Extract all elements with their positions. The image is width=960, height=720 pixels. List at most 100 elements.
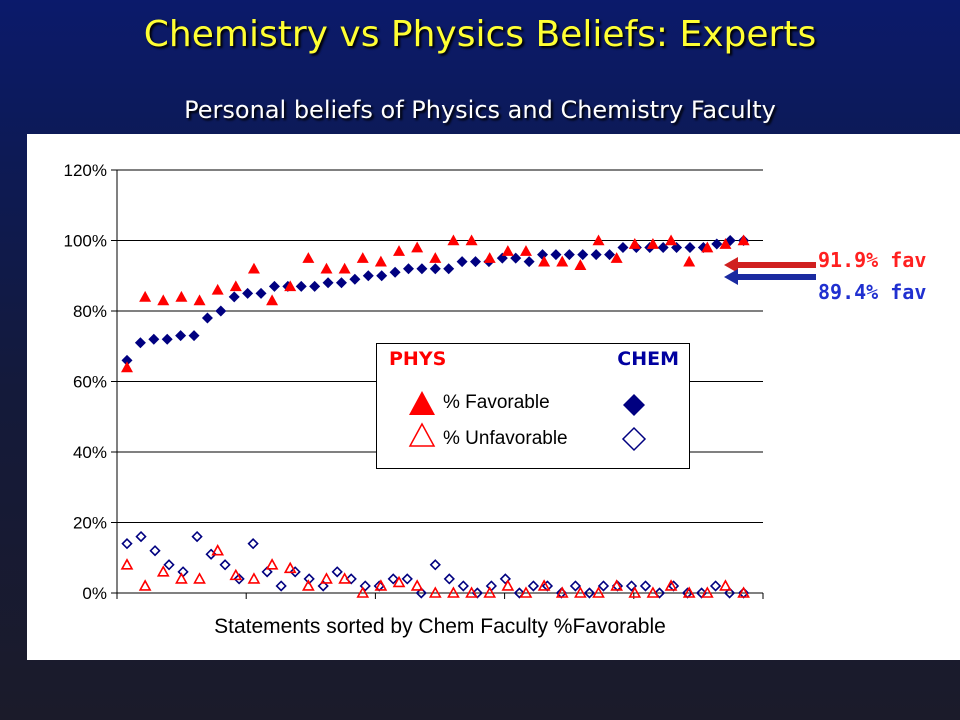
open-diamond-icon <box>621 426 647 452</box>
chem-unfavorable-point <box>569 580 582 592</box>
chem-favorable-point <box>617 242 629 254</box>
phys-arrow-icon <box>724 257 816 273</box>
phys-unfavorable-point <box>410 579 424 591</box>
phys-favorable-point <box>374 255 387 267</box>
phys-favorable-point <box>338 262 351 274</box>
phys-unfavorable-point <box>519 586 533 598</box>
chem-favorable-point <box>523 256 535 268</box>
chem-unfavorable-point <box>653 587 666 599</box>
chem-favorable-point <box>443 263 455 275</box>
chem-favorable-point <box>429 263 441 275</box>
phys-unfavorable-point <box>374 579 388 591</box>
chem-unfavorable-point <box>345 573 357 585</box>
chem-favorable-point <box>175 330 187 342</box>
phys-unfavorable-point <box>211 544 225 556</box>
y-tick-label: 40% <box>73 443 107 462</box>
chem-unfavorable-point <box>723 587 736 599</box>
chem-favorable-annotation: 89.4% fav <box>818 280 927 304</box>
phys-favorable-point <box>229 280 242 292</box>
chem-favorable-point <box>389 266 401 278</box>
x-axis-title: Statements sorted by Chem Faculty %Favor… <box>214 615 666 638</box>
phys-unfavorable-point <box>682 586 696 598</box>
chem-favorable-point <box>402 263 414 275</box>
phys-favorable-point <box>683 255 696 267</box>
phys-unfavorable-point <box>610 579 624 591</box>
chem-favorable-point <box>148 333 160 345</box>
phys-unfavorable-point <box>646 586 660 598</box>
phys-favorable-point <box>737 234 750 246</box>
chem-favorable-point <box>201 312 213 324</box>
chem-unfavorable-point <box>527 580 540 592</box>
chem-unfavorable-point <box>135 530 147 543</box>
chem-unfavorable-point <box>597 580 610 592</box>
phys-unfavorable-point <box>175 572 188 584</box>
chem-favorable-point <box>335 277 347 289</box>
chem-favorable-point <box>309 280 321 292</box>
phys-favorable-point <box>266 294 279 306</box>
phys-favorable-point <box>284 280 297 292</box>
phys-unfavorable-point <box>574 586 587 598</box>
chem-unfavorable-point <box>457 580 469 592</box>
phys-unfavorable-point <box>664 579 678 591</box>
phys-favorable-point <box>429 252 442 263</box>
favorable-arrows <box>724 257 816 285</box>
phys-unfavorable-point <box>501 579 515 591</box>
chem-unfavorable-point <box>499 573 511 585</box>
chem-unfavorable-point <box>233 573 245 585</box>
chem-unfavorable-point <box>275 580 287 592</box>
phys-favorable-point <box>247 262 260 274</box>
chem-unfavorable-point <box>247 538 259 550</box>
chem-favorable-point <box>349 273 361 285</box>
chem-favorable-point <box>188 330 200 342</box>
chem-unfavorable-point <box>415 587 427 599</box>
y-tick-label: 0% <box>82 584 107 603</box>
chem-favorable-point <box>550 249 562 261</box>
chem-unfavorable-point <box>443 573 455 585</box>
chem-favorable-point <box>362 270 374 282</box>
slide-title: Chemistry vs Physics Beliefs: Experts <box>143 14 817 55</box>
chem-unfavorable-point <box>317 580 329 592</box>
chem-unfavorable-point <box>583 587 596 599</box>
chem-unfavorable-point <box>219 559 231 571</box>
chem-unfavorable-point <box>289 566 301 578</box>
phys-favorable-point <box>175 290 188 302</box>
phys-favorable-point <box>628 238 641 249</box>
legend: PHYS CHEM % Favorable % Unfavorable <box>376 343 690 469</box>
phys-unfavorable-point <box>338 572 351 584</box>
chem-unfavorable-point <box>149 545 161 557</box>
chem-unfavorable-point <box>429 559 441 571</box>
phys-favorable-point <box>592 234 605 246</box>
phys-unfavorable-point <box>193 572 206 584</box>
open-triangle-icon <box>408 422 436 447</box>
chem-unfavorable-point <box>359 580 371 592</box>
phys-unfavorable-point <box>465 586 478 598</box>
chem-favorable-point <box>376 270 388 282</box>
scatter-chart: 0% 20% 40% 60% 80% 100% 120% Statements sorted… <box>64 161 764 638</box>
chem-favorable-point <box>255 287 267 299</box>
y-tick-label: 60% <box>73 373 107 392</box>
phys-favorable-point <box>701 241 714 253</box>
slide-subtitle: Personal beliefs of Physics and Chemistr… <box>184 96 776 124</box>
phys-favorable-point <box>302 252 315 263</box>
phys-favorable-point <box>393 245 406 256</box>
legend-unfavorable-label: % Unfavorable <box>443 428 568 449</box>
phys-favorable-point <box>665 234 678 246</box>
phys-unfavorable-point <box>628 586 642 598</box>
data-marks <box>120 234 750 599</box>
phys-favorable-point <box>211 283 224 295</box>
chem-favorable-point <box>242 287 254 299</box>
chart-panel: 0% 20% 40% 60% 80% 100% 120% Statements sorted… <box>27 134 960 660</box>
axes: 0% 20% 40% 60% 80% 100% 120% <box>64 161 764 603</box>
phys-favorable-point <box>538 255 551 267</box>
chem-favorable-point <box>470 256 482 268</box>
phys-favorable-point <box>320 262 333 274</box>
phys-favorable-point <box>646 238 659 249</box>
filled-triangle-icon <box>409 391 435 415</box>
phys-favorable-point <box>411 241 424 253</box>
phys-favorable-point <box>719 238 732 249</box>
phys-favorable-point <box>556 255 569 267</box>
phys-unfavorable-point <box>447 586 460 598</box>
phys-favorable-point <box>139 290 152 302</box>
chem-unfavorable-point <box>387 573 399 585</box>
phys-unfavorable-point <box>428 586 442 598</box>
